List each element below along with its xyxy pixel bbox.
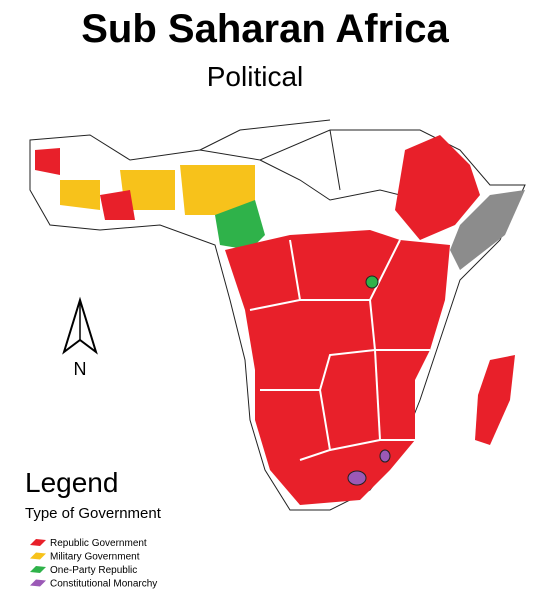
compass-label: N: [74, 359, 87, 379]
legend-items: Republic Government Military Government On…: [30, 538, 157, 590]
region: [379, 449, 391, 463]
region: [395, 135, 480, 240]
legend-swatch: [30, 552, 46, 560]
legend-label: One-Party Republic: [50, 565, 137, 576]
legend-swatch: [30, 539, 46, 546]
title: Sub Saharan Africa: [81, 7, 449, 51]
legend-title: Legend: [25, 467, 118, 498]
region: [100, 190, 135, 220]
map: [29, 119, 526, 511]
region: [365, 275, 379, 289]
region: [60, 180, 100, 210]
border: [329, 129, 341, 191]
legend-label: Military Government: [50, 552, 140, 563]
region: [215, 200, 265, 250]
region: [180, 165, 255, 215]
legend-swatch: [30, 566, 46, 573]
subtitle: Political: [207, 61, 303, 92]
legend-label: Constitutional Monarchy: [50, 579, 157, 590]
region: [120, 170, 175, 210]
north-arrow: [62, 296, 98, 355]
region: [35, 148, 60, 175]
legend-label: Republic Government: [50, 538, 147, 549]
region: [347, 470, 367, 486]
legend-subtitle: Type of Government: [25, 505, 162, 522]
internal-borders: [249, 239, 430, 461]
border: [259, 159, 421, 201]
region: [225, 230, 450, 505]
region: [475, 355, 515, 445]
region-unclassified: [450, 190, 525, 270]
border: [199, 119, 331, 151]
legend-swatch: [30, 579, 46, 587]
